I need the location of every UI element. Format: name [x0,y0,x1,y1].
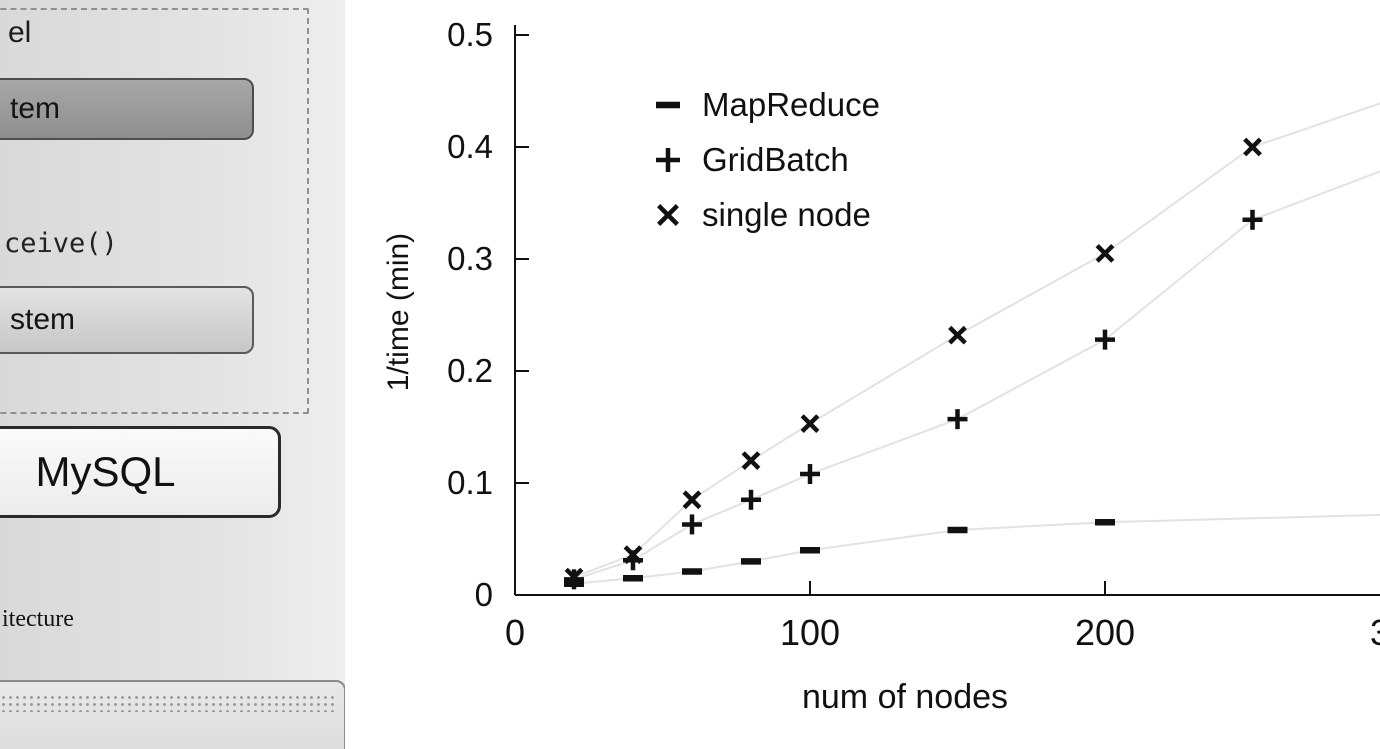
mysql-box: MySQL [0,426,281,518]
legend-label-2: single node [702,196,871,233]
y-tick-label: 0.5 [447,16,493,53]
dark-component-label: tem [10,92,61,125]
marker-cross [1243,137,1262,157]
marker-cross [682,490,702,510]
marker-cross [564,567,584,587]
lower-figure-box [0,680,345,749]
marker-cross [623,545,643,565]
y-tick-label: 0.2 [447,352,493,389]
x-tick-label: 300 [1370,612,1380,653]
legend-marker-cross [657,204,679,226]
y-tick-label: 0.4 [447,128,493,165]
x-tick-label: 100 [780,612,840,653]
legend-label-0: MapReduce [702,86,880,123]
y-axis-label: 1/time (min) [382,233,415,391]
y-tick-label: 0.1 [447,464,493,501]
marker-cross [741,451,761,470]
y-tick-label: 0 [475,576,493,613]
dotted-strip [0,694,334,712]
light-component-label: stem [10,303,76,336]
legend-label-1: GridBatch [702,141,849,178]
dark-component-box: tem [0,78,254,140]
x-tick-label: 200 [1075,612,1135,653]
component-label-fragment: el [8,16,32,49]
architecture-figure: el tem ceive() stem MySQL itecture [0,0,345,749]
marker-cross [1095,244,1115,263]
marker-cross [800,414,820,434]
x-tick-label: 0 [505,612,525,653]
x-axis-label: num of nodes [802,678,1008,716]
light-component-box: stem [0,286,254,354]
series-line-1 [573,170,1380,581]
method-call-fragment: ceive() [4,228,118,259]
figure-caption-fragment: itecture [2,606,74,632]
y-tick-label: 0.3 [447,240,493,277]
marker-cross [948,325,967,345]
mysql-label: MySQL [35,448,176,495]
dashed-boundary-box [0,8,309,414]
